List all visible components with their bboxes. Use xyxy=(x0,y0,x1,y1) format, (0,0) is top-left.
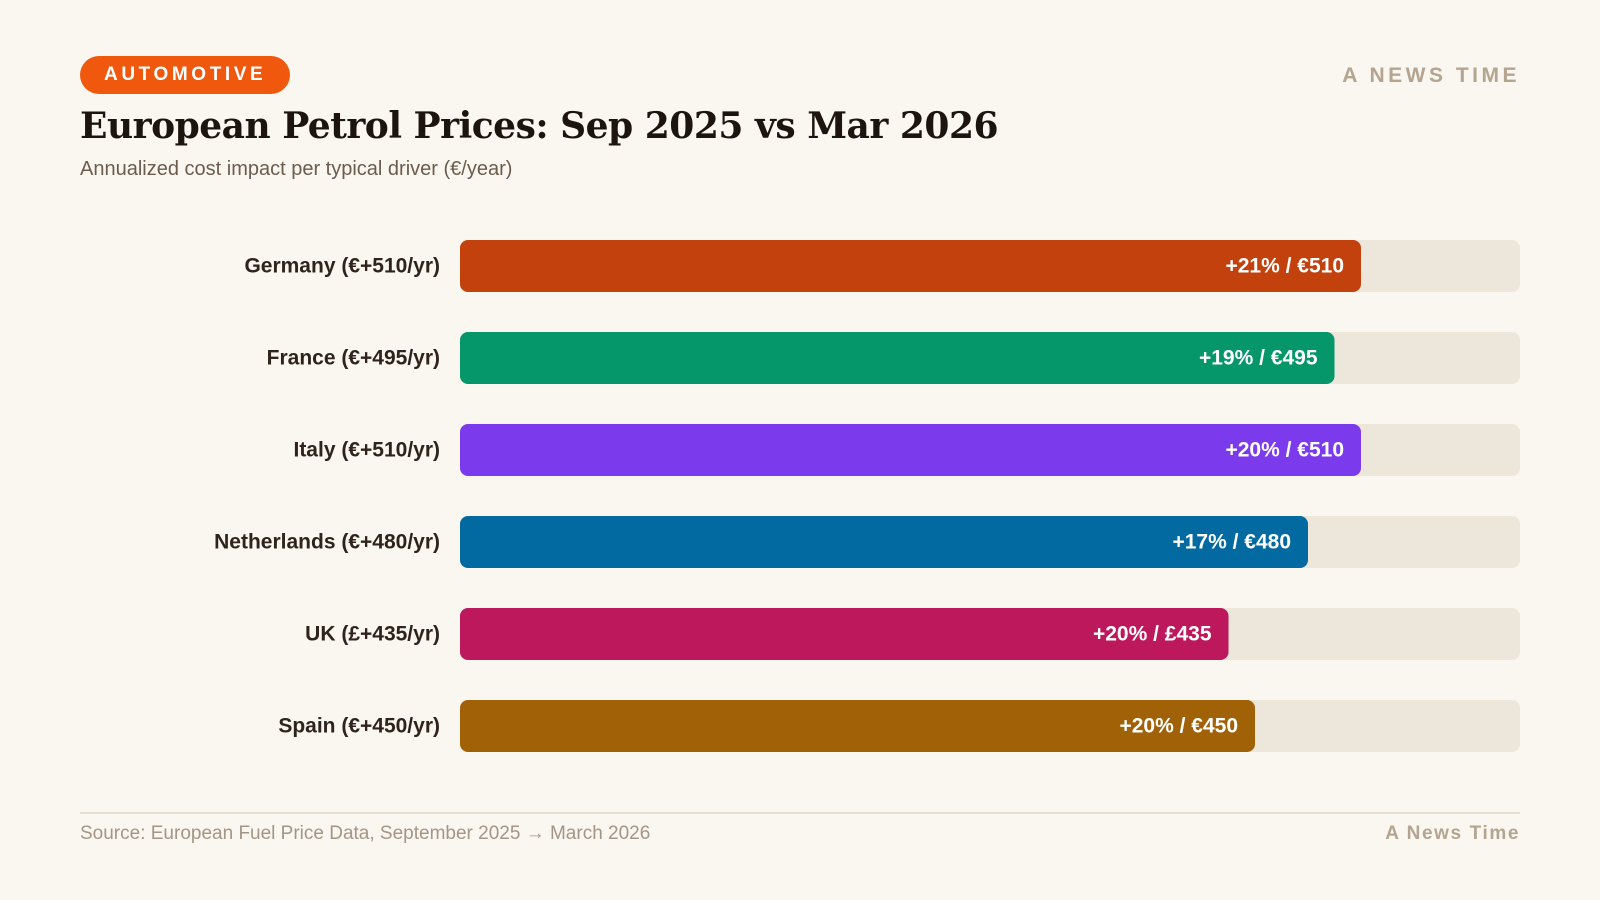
category-badge: AUTOMOTIVE xyxy=(80,56,291,94)
bar-value-label: +20% / €450 xyxy=(1119,715,1238,738)
bar xyxy=(460,240,1361,292)
bar-row: Italy (€+510/yr) +20% / €510 xyxy=(293,424,1520,476)
footer-divider xyxy=(80,812,1520,814)
bar xyxy=(460,608,1229,660)
bar-value-label: +20% / €510 xyxy=(1225,439,1344,462)
bar xyxy=(460,700,1255,752)
bar-row: France (€+495/yr) +19% / €495 xyxy=(267,332,1520,384)
source-note: Source: European Fuel Price Data, Septem… xyxy=(80,823,651,844)
bar-value-label: +20% / £435 xyxy=(1093,623,1212,646)
brand-wordmark-bottom: A News Time xyxy=(1385,823,1520,844)
brand-wordmark-top: A NEWS TIME xyxy=(1342,64,1520,87)
bar-row: UK (£+435/yr) +20% / £435 xyxy=(305,608,1520,660)
chart-title: European Petrol Prices: Sep 2025 vs Mar … xyxy=(80,105,999,147)
bar xyxy=(460,332,1335,384)
bar-value-label: +19% / €495 xyxy=(1199,347,1318,370)
bar xyxy=(460,516,1308,568)
bar-value-label: +17% / €480 xyxy=(1172,531,1291,554)
bar-row: Spain (€+450/yr) +20% / €450 xyxy=(278,700,1520,752)
category-label: Italy (€+510/yr) xyxy=(293,439,440,462)
category-label: Netherlands (€+480/yr) xyxy=(214,531,440,554)
category-label: UK (£+435/yr) xyxy=(305,623,440,646)
category-label: France (€+495/yr) xyxy=(267,347,440,370)
category-label: Germany (€+510/yr) xyxy=(244,255,440,278)
chart-subtitle: Annualized cost impact per typical drive… xyxy=(80,158,513,180)
category-label: Spain (€+450/yr) xyxy=(278,715,440,738)
bar xyxy=(460,424,1361,476)
bar-value-label: +21% / €510 xyxy=(1225,255,1344,278)
bar-row: Germany (€+510/yr) +21% / €510 xyxy=(244,240,1520,292)
bar-row: Netherlands (€+480/yr) +17% / €480 xyxy=(214,516,1520,568)
